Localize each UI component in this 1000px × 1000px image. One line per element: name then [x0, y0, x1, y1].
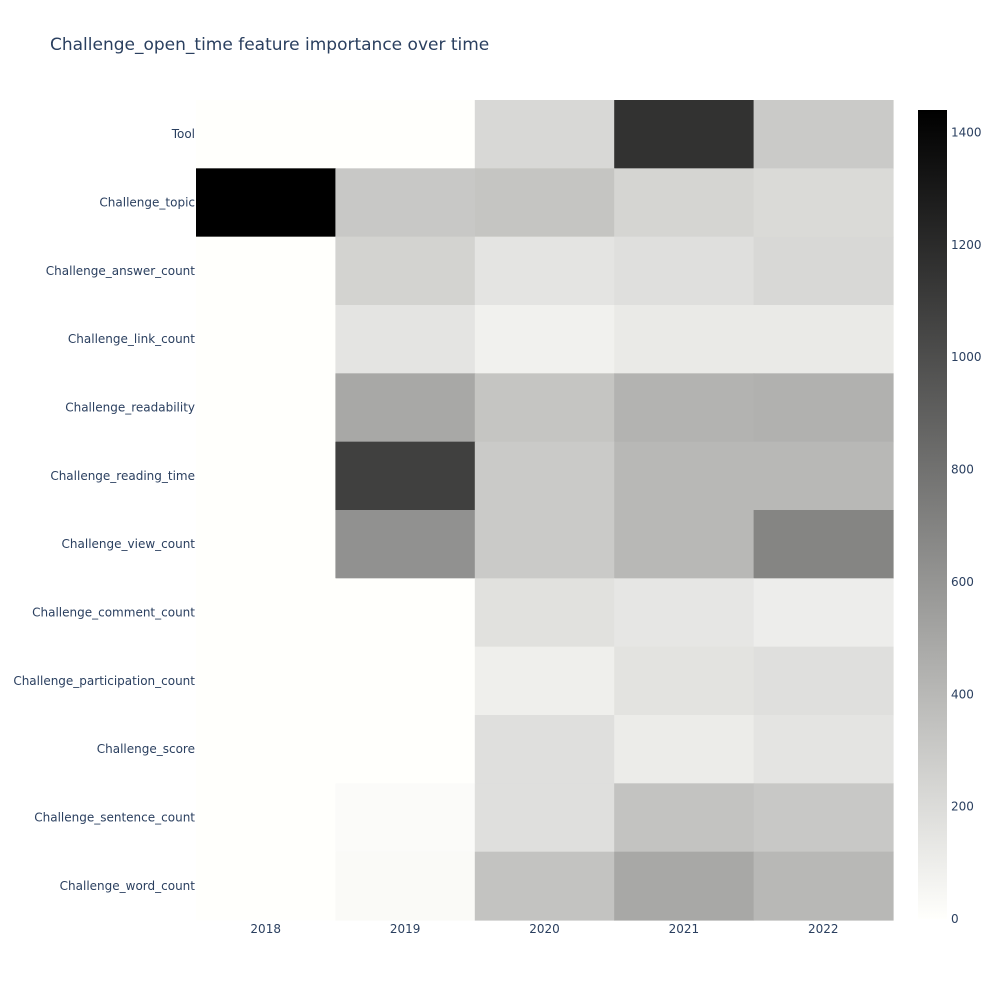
- heatmap-cell: [614, 646, 755, 716]
- heatmap-cell: [474, 851, 615, 921]
- colorbar-tick-label: 400: [951, 687, 974, 701]
- heatmap-cell: [753, 441, 894, 511]
- y-tick-label: Challenge_sentence_count: [34, 811, 195, 825]
- y-tick-label: Challenge_readability: [65, 401, 195, 415]
- heatmap-cell: [474, 236, 615, 306]
- x-tick-label: 2021: [669, 922, 700, 936]
- heatmap-cell: [335, 168, 476, 238]
- heatmap-cell: [614, 783, 755, 853]
- y-tick-label: Challenge_comment_count: [32, 606, 195, 620]
- heatmap-cell: [753, 783, 894, 853]
- colorbar-tick-labels: 0 200 400 600 800 1000 1200 1400: [951, 125, 982, 926]
- chart-title: Challenge_open_time feature importance o…: [50, 35, 489, 55]
- heatmap-cell: [753, 646, 894, 716]
- heatmap-cell: [335, 373, 476, 443]
- heatmap-cell: [474, 646, 615, 716]
- y-tick-label: Challenge_view_count: [62, 537, 196, 551]
- heatmap-cell: [474, 100, 615, 169]
- heatmap-cell: [474, 715, 615, 784]
- x-tick-label: 2018: [250, 922, 281, 936]
- heatmap-cell: [614, 715, 755, 784]
- heatmap-cell: [196, 441, 336, 511]
- heatmap-cell: [196, 510, 336, 579]
- heatmap-cell: [753, 851, 894, 921]
- heatmap-cell: [474, 578, 615, 648]
- x-tick-label: 2022: [808, 922, 839, 936]
- heatmap-cell: [474, 441, 615, 511]
- heatmap-cell: [196, 578, 336, 648]
- heatmap-cell: [196, 646, 336, 716]
- heatmap-cell: [196, 100, 336, 169]
- y-axis-labels: Tool Challenge_topic Challenge_answer_coun…: [13, 127, 195, 893]
- y-tick-label: Challenge_score: [97, 742, 195, 756]
- heatmap-cell: [474, 168, 615, 238]
- heatmap-cell: [196, 851, 336, 921]
- heatmap-cell: [335, 510, 476, 579]
- heatmap-cell: [474, 373, 615, 443]
- x-axis-labels: 2018 2019 2020 2021 2022: [250, 922, 838, 936]
- heatmap-cell: [335, 715, 476, 784]
- heatmap-cell: [196, 715, 336, 784]
- heatmap-cell: [614, 510, 755, 579]
- heatmap-cell: [474, 305, 615, 374]
- heatmap-cell: [614, 305, 755, 374]
- heatmap-cell: [196, 168, 336, 238]
- heatmap-cell: [614, 168, 755, 238]
- heatmap-cell: [196, 783, 336, 853]
- heatmap-cell: [335, 441, 476, 511]
- y-tick-label: Challenge_link_count: [68, 332, 195, 346]
- heatmap-cell: [753, 715, 894, 784]
- y-tick-label: Challenge_topic: [99, 196, 195, 210]
- heatmap-cell: [753, 578, 894, 648]
- heatmap-cell: [614, 373, 755, 443]
- y-tick-label: Challenge_reading_time: [50, 469, 195, 483]
- y-tick-label: Challenge_answer_count: [46, 264, 195, 278]
- heatmap-cell: [614, 578, 755, 648]
- heatmap-cell: [196, 305, 336, 374]
- colorbar: [918, 110, 947, 919]
- heatmap-cells: [196, 100, 894, 921]
- y-tick-label: Tool: [171, 127, 195, 141]
- colorbar-tick-label: 600: [951, 575, 974, 589]
- heatmap-cell: [335, 305, 476, 374]
- heatmap-cell: [614, 441, 755, 511]
- y-tick-label: Challenge_word_count: [60, 879, 196, 893]
- heatmap-cell: [614, 236, 755, 306]
- heatmap-cell: [335, 100, 476, 169]
- heatmap-cell: [196, 236, 336, 306]
- colorbar-tick-label: 0: [951, 912, 959, 926]
- heatmap-cell: [753, 305, 894, 374]
- y-tick-label: Challenge_participation_count: [13, 674, 195, 688]
- colorbar-tick-label: 200: [951, 800, 974, 814]
- heatmap-cell: [335, 851, 476, 921]
- heatmap-cell: [614, 100, 755, 169]
- heatmap-cell: [196, 373, 336, 443]
- heatmap-cell: [335, 783, 476, 853]
- heatmap-cell: [614, 851, 755, 921]
- heatmap-cell: [474, 783, 615, 853]
- heatmap-cell: [753, 236, 894, 306]
- heatmap-cell: [753, 510, 894, 579]
- heatmap-cell: [753, 100, 894, 169]
- colorbar-tick-label: 1400: [951, 125, 982, 139]
- heatmap-cell: [335, 236, 476, 306]
- x-tick-label: 2019: [390, 922, 421, 936]
- heatmap-cell: [753, 373, 894, 443]
- colorbar-gradient: [918, 110, 947, 919]
- x-tick-label: 2020: [529, 922, 560, 936]
- heatmap-cell: [474, 510, 615, 579]
- heatmap-cell: [335, 578, 476, 648]
- colorbar-tick-label: 1200: [951, 238, 982, 252]
- colorbar-tick-label: 1000: [951, 350, 982, 364]
- heatmap-cell: [753, 168, 894, 238]
- colorbar-tick-label: 800: [951, 463, 974, 477]
- heatmap-cell: [335, 646, 476, 716]
